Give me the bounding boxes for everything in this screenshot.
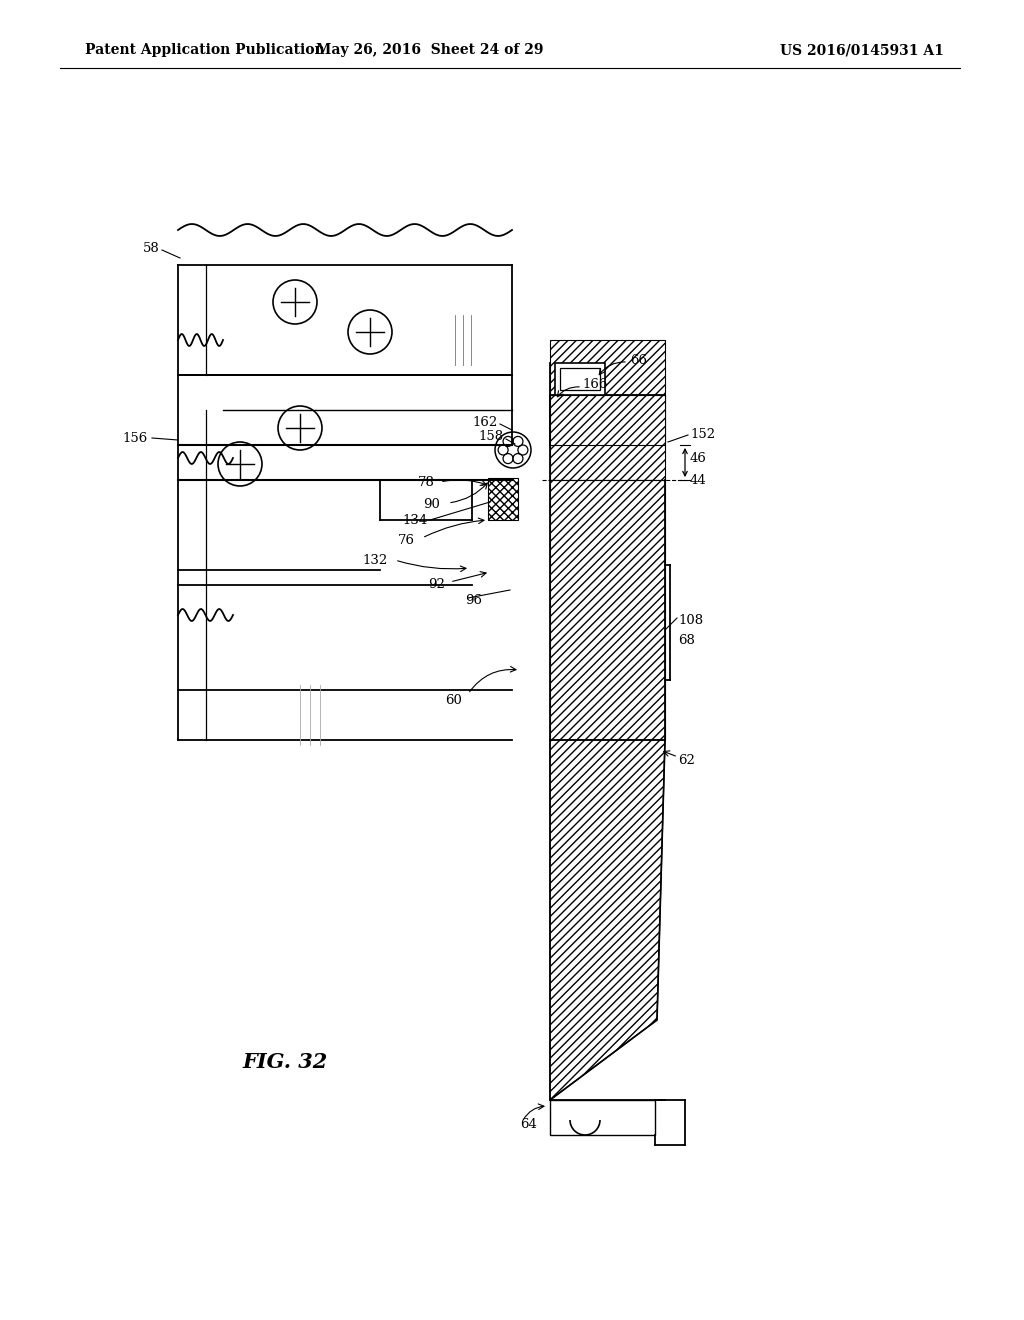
Text: Patent Application Publication: Patent Application Publication — [85, 44, 325, 57]
Bar — [555, 363, 605, 395]
Text: 132: 132 — [362, 553, 388, 566]
Text: May 26, 2016  Sheet 24 of 29: May 26, 2016 Sheet 24 of 29 — [316, 44, 544, 57]
Text: 66: 66 — [630, 354, 647, 367]
Text: 58: 58 — [143, 242, 160, 255]
Text: 162: 162 — [473, 416, 498, 429]
Text: 166: 166 — [582, 379, 607, 392]
Text: 78: 78 — [418, 475, 435, 488]
Text: 62: 62 — [678, 754, 695, 767]
Text: 158: 158 — [479, 430, 504, 444]
Bar — [550, 395, 665, 445]
Text: 90: 90 — [423, 499, 440, 511]
Text: 156: 156 — [123, 432, 148, 445]
Bar — [550, 395, 665, 445]
Text: FIG. 32: FIG. 32 — [243, 1052, 328, 1072]
Text: 92: 92 — [428, 578, 445, 590]
Text: 60: 60 — [445, 693, 462, 706]
Text: 46: 46 — [690, 451, 707, 465]
Text: 44: 44 — [690, 474, 707, 487]
Polygon shape — [550, 741, 665, 1100]
Text: 64: 64 — [520, 1118, 537, 1130]
Bar — [550, 1100, 655, 1135]
Text: 96: 96 — [465, 594, 482, 606]
Text: US 2016/0145931 A1: US 2016/0145931 A1 — [780, 44, 944, 57]
Text: 76: 76 — [398, 533, 415, 546]
Bar — [550, 480, 665, 741]
Text: 134: 134 — [402, 513, 428, 527]
Bar — [488, 478, 518, 520]
Bar — [550, 341, 665, 480]
Text: 68: 68 — [678, 634, 695, 647]
Text: 108: 108 — [678, 614, 703, 627]
Text: 152: 152 — [690, 429, 715, 441]
Bar — [560, 368, 600, 389]
